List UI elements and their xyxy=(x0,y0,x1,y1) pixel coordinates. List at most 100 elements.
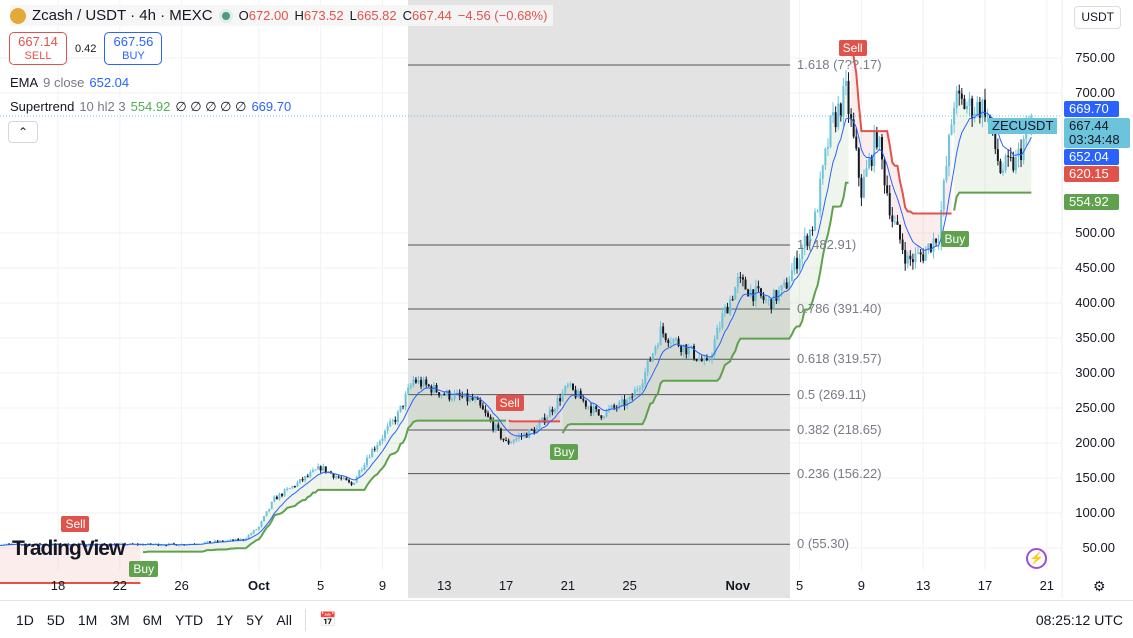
candle-body xyxy=(314,469,317,471)
candle-body xyxy=(445,390,448,396)
candle-body xyxy=(440,394,443,396)
candle-body xyxy=(620,399,623,402)
candle-body xyxy=(412,379,415,386)
timeframe-3m[interactable]: 3M xyxy=(110,611,130,628)
time-axis-label: 26 xyxy=(174,578,189,593)
market-status-icon[interactable] xyxy=(218,8,233,23)
candle-body xyxy=(721,313,724,328)
candle-body xyxy=(291,486,294,488)
price-axis-label: 400.00 xyxy=(1075,295,1115,310)
candle-body xyxy=(85,545,88,547)
candle-body xyxy=(232,539,235,541)
candle-body xyxy=(386,426,389,431)
candle-body xyxy=(469,397,471,402)
candle-body xyxy=(636,389,639,391)
supertrend-value-2: 669.70 xyxy=(251,99,292,114)
lightning-icon[interactable]: ⚡ xyxy=(1026,548,1047,569)
candle-body xyxy=(723,306,726,314)
candle-body xyxy=(945,166,948,181)
candle-body xyxy=(595,406,598,410)
candle-body xyxy=(976,101,979,114)
candle-body xyxy=(322,466,325,471)
ema-line xyxy=(0,111,1032,546)
candle-body xyxy=(268,508,271,512)
collapse-legend-button[interactable]: ⌃ xyxy=(8,121,38,143)
candle-body xyxy=(667,339,670,343)
candle-body xyxy=(1007,155,1010,157)
candle-body xyxy=(417,379,420,383)
candle-body xyxy=(832,112,835,116)
last-price-tag: 667.44 03:34:48 xyxy=(1064,118,1130,148)
candle-body xyxy=(432,384,435,393)
candle-body xyxy=(602,416,605,419)
candle-body xyxy=(425,379,428,385)
candle-body xyxy=(255,529,258,531)
price-axis-label: 300.00 xyxy=(1075,365,1115,380)
timeframe-1d[interactable]: 1D xyxy=(16,611,34,628)
candle-body xyxy=(556,398,559,409)
candle-body xyxy=(214,540,217,543)
timeframe-6m[interactable]: 6M xyxy=(142,611,163,628)
candle-body xyxy=(396,411,399,422)
candle-body xyxy=(360,469,363,471)
candle-body xyxy=(226,540,229,542)
candle-body xyxy=(783,282,786,286)
clock[interactable]: 08:25:12 UTC xyxy=(1035,611,1123,628)
candle-body xyxy=(659,326,662,346)
candle-body xyxy=(765,299,768,301)
candle-body xyxy=(160,545,162,547)
candle-body xyxy=(893,221,896,223)
sell-signal-label: Sell xyxy=(495,394,524,411)
candle-body xyxy=(703,358,706,362)
candle-body xyxy=(850,114,853,120)
candle-body xyxy=(311,470,314,473)
candle-body xyxy=(430,386,433,393)
fib-level-label: 0.786 (391.40) xyxy=(797,301,882,317)
open-label: O xyxy=(238,8,249,23)
symbol-title[interactable]: Zcash / USDT · 4h · MEXC xyxy=(32,7,213,24)
goto-date-icon[interactable]: 📅 xyxy=(318,611,337,627)
ema-legend[interactable]: EMA 9 close 652.04 xyxy=(10,75,129,90)
timeframe-1m[interactable]: 1M xyxy=(77,611,98,628)
candle-body xyxy=(780,285,783,291)
candle-body xyxy=(479,399,482,406)
candle-body xyxy=(1022,138,1025,161)
supertrend-na-values: ∅ ∅ ∅ ∅ ∅ xyxy=(175,99,247,114)
timeframe-all[interactable]: All xyxy=(276,611,292,628)
timeframe-ytd[interactable]: YTD xyxy=(175,611,204,628)
buy-signal-label: Buy xyxy=(129,561,159,577)
timeframe-1y[interactable]: 1Y xyxy=(216,611,234,628)
candle-body xyxy=(414,379,417,383)
price-axis-label: 500.00 xyxy=(1075,225,1115,240)
candle-body xyxy=(610,405,613,409)
buy-button[interactable]: 667.56 BUY xyxy=(104,32,163,65)
timeframe-5y[interactable]: 5Y xyxy=(246,611,264,628)
candle-body xyxy=(299,479,302,483)
candle-body xyxy=(373,448,376,450)
candle-body xyxy=(481,405,484,410)
candle-body xyxy=(803,235,806,248)
timeframe-5d[interactable]: 5D xyxy=(46,611,65,628)
candle-body xyxy=(1020,148,1023,161)
candle-body xyxy=(886,185,889,194)
supertrend-legend[interactable]: Supertrend 10 hl2 3 554.92 ∅ ∅ ∅ ∅ ∅ 669… xyxy=(10,99,291,115)
candle-body xyxy=(317,466,320,470)
candle-body xyxy=(507,440,510,444)
candle-body xyxy=(888,193,891,216)
settings-icon[interactable]: ⚙ xyxy=(1093,578,1106,594)
candle-body xyxy=(870,157,873,167)
currency-select[interactable]: USDT xyxy=(1074,6,1121,29)
candle-body xyxy=(739,277,742,279)
candle-body xyxy=(958,90,961,94)
price-chart[interactable] xyxy=(0,0,1133,600)
candle-body xyxy=(273,496,276,502)
price-axis-label: 250.00 xyxy=(1075,400,1115,415)
candle-body xyxy=(847,80,850,115)
candle-body xyxy=(541,417,544,423)
time-axis-label: 21 xyxy=(560,578,576,593)
candle-body xyxy=(826,146,829,149)
candle-body xyxy=(762,295,765,300)
fib-level-label: 0 (55.30) xyxy=(797,536,850,552)
candle-body xyxy=(293,486,296,488)
sell-button[interactable]: 667.14 SELL xyxy=(9,32,67,65)
